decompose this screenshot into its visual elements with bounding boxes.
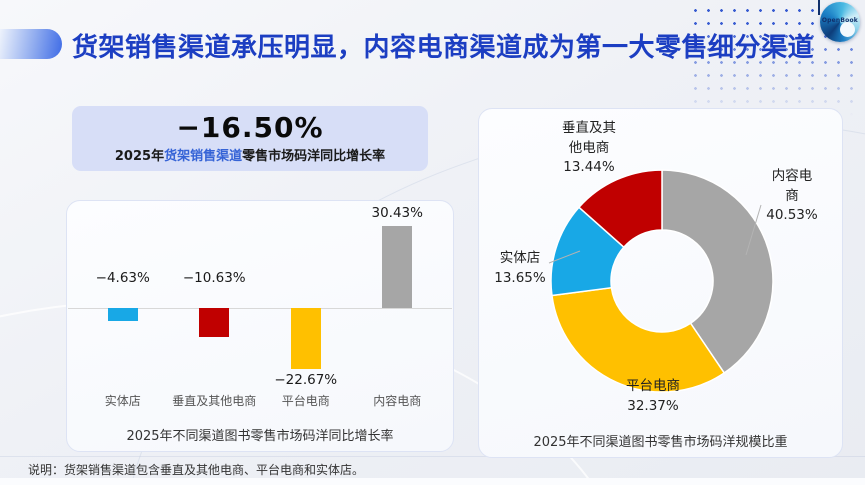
stat-caption-highlight: 货架销售渠道 (164, 149, 243, 164)
bar-column-content: 30.43% (352, 205, 444, 411)
bottom-strip (0, 478, 865, 485)
donut-leader-line (745, 204, 762, 256)
bar-value-label: 30.43% (371, 204, 423, 221)
zero-axis-line (68, 308, 452, 309)
footnote: 说明：货架销售渠道包含垂直及其他电商、平台电商和实体店。 (28, 463, 365, 477)
donut-label-platform: 平台电商 32.37% (626, 378, 680, 414)
donut-chart-caption: 2025年不同渠道图书零售市场码洋规模比重 (533, 435, 788, 450)
bar-columns: −4.63% −10.63% −22.67% 30.43% (77, 205, 444, 411)
bar-platform (290, 308, 321, 370)
bar-column-physical: −4.63% (77, 219, 169, 411)
bar-content (382, 225, 413, 308)
donut-leader-line (548, 250, 581, 264)
donut-label-physical: 实体店 13.65% (494, 250, 546, 286)
bar-value-label: −4.63% (95, 270, 150, 286)
bar-category-axis: 实体店 垂直及其他电商 平台电商 内容电商 (77, 392, 443, 409)
donut-chart-card: 垂直及其 他电商 13.44% 内容电 商 40.53% 实体店 13.65% … (478, 108, 843, 458)
donut-segment-平台电商 (551, 286, 726, 393)
bar-value-label: −22.67% (274, 372, 338, 389)
logo-tail-line (818, 0, 820, 15)
category-label-physical: 实体店 (104, 394, 141, 408)
openbook-logo-icon (820, 2, 860, 42)
bar-column-vertical: −10.63% (169, 219, 261, 411)
category-label-content: 内容电商 (373, 394, 422, 408)
donut-segment-内容电商 (661, 169, 774, 374)
category-label-platform: 平台电商 (281, 394, 330, 408)
slide-title: 货架销售渠道承压明显，内容电商渠道成为第一大零售细分渠道 (72, 33, 815, 63)
title-accent-bar (0, 29, 62, 59)
stat-card: −16.50% 2025年货架销售渠道零售市场码洋同比增长率 (72, 106, 428, 171)
donut-chart (548, 169, 774, 393)
bar-physical (107, 308, 138, 321)
bar-vertical (199, 308, 230, 337)
bar-column-platform: −22.67% (260, 219, 352, 411)
category-label-vertical: 垂直及其他电商 (172, 394, 257, 408)
stat-caption: 2025年货架销售渠道零售市场码洋同比增长率 (72, 145, 428, 164)
donut-segment-垂直及其他电商 (577, 169, 663, 249)
bar-chart-caption: 2025年不同渠道图书零售市场码洋同比增长率 (126, 429, 394, 444)
openbook-logo-text: OpenBook (821, 17, 858, 24)
donut-label-vertical: 垂直及其 他电商 13.44% (562, 120, 616, 176)
bar-plot: −4.63% −10.63% −22.67% 30.43% (68, 205, 452, 411)
bar-value-label: −10.63% (182, 270, 246, 286)
stat-caption-suffix: 零售市场码洋同比增长率 (242, 149, 386, 164)
donut-label-content: 内容电 商 40.53% (766, 168, 818, 224)
stat-value: −16.50% (176, 111, 324, 144)
stat-caption-prefix: 2025年 (114, 149, 165, 164)
bar-chart-card: −4.63% −10.63% −22.67% 30.43% 实体店 垂直及其他电… (66, 200, 454, 452)
footer-divider (0, 456, 865, 457)
